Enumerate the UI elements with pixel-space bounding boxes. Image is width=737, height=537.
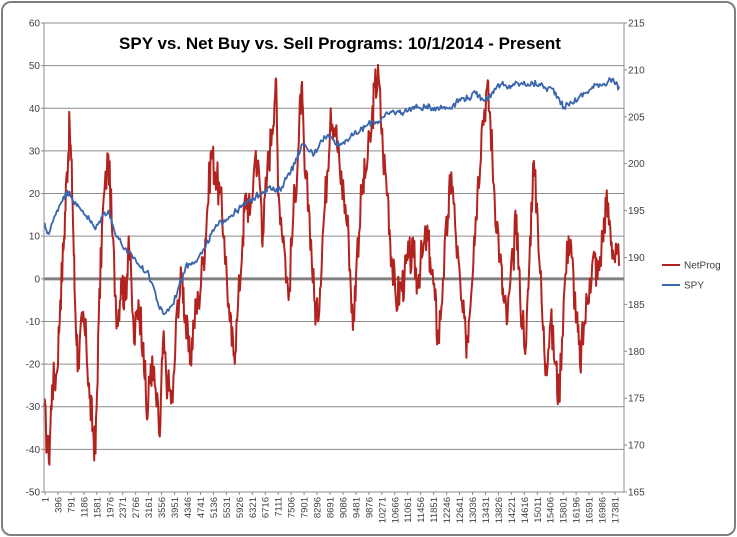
y-left-tick-label: 30 [29,146,41,157]
x-tick-label: 3951 [170,497,181,518]
y-left-tick-label: 50 [29,61,41,72]
x-tick-label: 5926 [235,497,246,518]
x-tick-label: 6716 [261,497,272,518]
y-right-tick-label: 195 [628,206,645,217]
x-tick-label: 14616 [520,497,531,523]
y-left-tick-label: 60 [29,19,41,30]
chart-title: SPY vs. Net Buy vs. Sell Programs: 10/1/… [119,34,561,53]
x-tick-label: 11456 [416,497,427,523]
y-left-tick-label: 20 [29,189,41,200]
y-left-tick-label: -10 [26,317,41,328]
x-tick-label: 15801 [559,497,570,523]
axis-layer: -50 -40 -30 -20 -10 0 10 20 30 40 50 60 165 170 175 180… [26,19,646,524]
y-left-tick-label: -20 [26,360,41,371]
x-tick-label: 16591 [585,497,596,523]
y-right-tick-label: 180 [628,347,645,358]
y-right-tick-label: 200 [628,159,645,170]
x-tick-label: 3161 [144,497,155,518]
y-left-tick-label: -30 [26,402,41,413]
legend-label-netprog: NetProg [684,261,721,272]
x-tick-label: 12246 [442,497,453,523]
legend: NetProg SPY [662,261,721,292]
x-tick-label: 1186 [79,497,90,517]
y-right-tick-label: 170 [628,441,645,452]
x-tick-label: 5136 [209,497,220,518]
x-tick-label: 11851 [429,497,440,523]
y-left-tick-label: 40 [29,104,41,115]
x-tick-label: 8296 [313,497,324,518]
x-tick-label: 17381 [611,497,622,523]
x-tick-label: 1581 [92,497,103,518]
x-tick-label: 15011 [533,497,544,523]
y-right-tick-label: 165 [628,488,645,499]
x-tick-label: 2371 [118,497,129,518]
x-tick-label: 396 [53,497,64,513]
x-tick-label: 2766 [131,497,142,518]
x-tick-label: 1976 [105,497,116,518]
x-tick-label: 10271 [377,497,388,523]
x-tick-label: 10666 [390,497,401,523]
y-right-tick-label: 175 [628,394,645,405]
x-tick-label: 3556 [157,497,168,518]
y-right-tick-label: 215 [628,19,645,30]
x-tick-label: 12641 [455,497,466,523]
x-tick-label: 13826 [494,497,505,523]
series-line-netprog [43,63,621,466]
x-tick-label: 6321 [248,497,259,518]
x-tick-label: 13431 [481,497,492,523]
x-tick-label: 9086 [338,497,349,518]
y-left-tick-label: -40 [26,445,41,456]
series-line-spy [43,77,620,316]
x-tick-label: 14221 [507,497,518,523]
y-right-tick-label: 210 [628,65,645,76]
series-layer [43,63,621,466]
x-tick-label: 1 [41,497,52,502]
x-tick-label: 9481 [351,497,362,518]
x-tick-label: 791 [66,497,77,513]
y-left-tick-label: -50 [26,488,41,499]
x-tick-label: 16986 [598,497,609,523]
x-tick-label: 4346 [183,497,194,518]
x-tick-label: 11061 [403,497,414,523]
x-tick-label: 13036 [468,497,479,523]
y-right-tick-label: 185 [628,300,645,311]
y-left-tick-label: 10 [29,232,41,243]
x-tick-label: 7506 [287,497,298,518]
legend-label-spy: SPY [684,281,704,292]
x-tick-label: 7901 [300,497,311,518]
y-right-tick-label: 205 [628,112,645,123]
x-tick-label: 7111 [274,497,285,517]
x-tick-label: 5531 [222,497,233,518]
x-tick-label: 8691 [326,497,337,518]
y-left-tick-label: 0 [34,274,40,285]
x-tick-label: 9876 [364,497,375,518]
x-tick-label: 15406 [546,497,557,523]
x-tick-label: 4741 [196,497,207,518]
x-tick-label: 16196 [572,497,583,523]
y-right-tick-label: 190 [628,253,645,264]
